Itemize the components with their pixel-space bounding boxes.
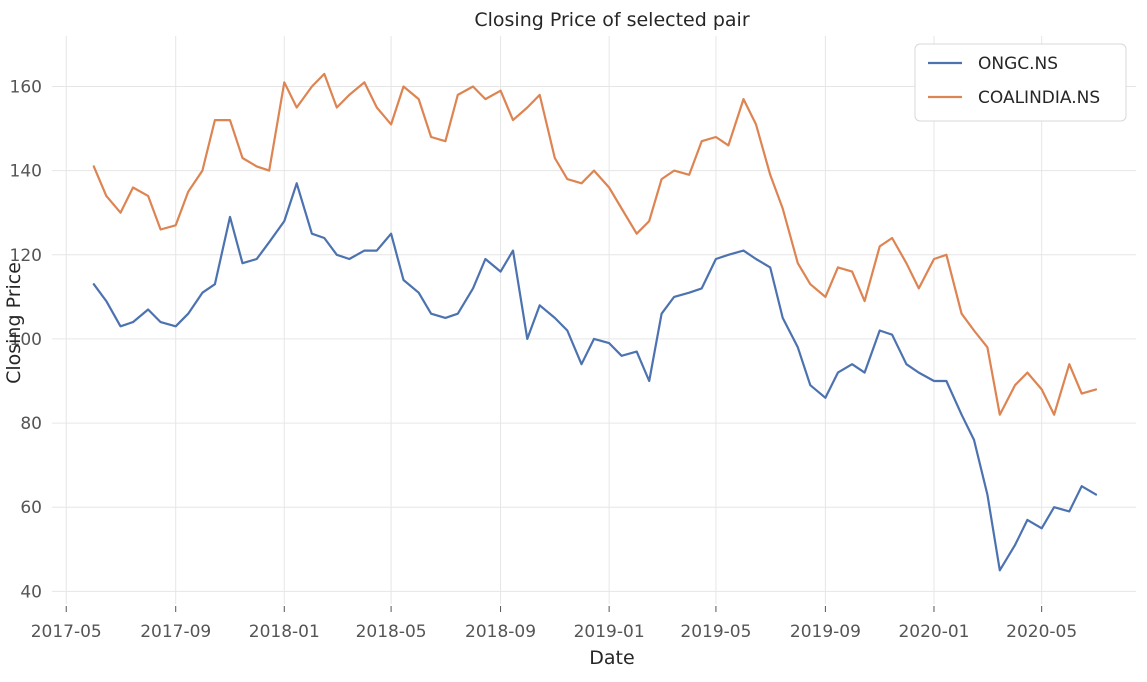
x-tick-label: 2019-01 — [574, 622, 645, 642]
x-tick-labels: 2017-05 2017-09 2018-01 2018-05 2018-09 2019-… — [31, 606, 1077, 642]
legend-label-coalindia: COALINDIA.NS — [978, 88, 1100, 108]
series-line-ongc-ns — [92, 182, 1098, 572]
x-tick-label: 2020-01 — [898, 622, 969, 642]
series-layer — [92, 72, 1098, 572]
chart-title: Closing Price of selected pair — [474, 9, 749, 31]
x-tick-label: 2017-09 — [140, 622, 211, 642]
y-tick-labels: 40 60 80 100 120 140 160 — [10, 77, 42, 602]
x-tick-label: 2018-01 — [249, 622, 320, 642]
x-tick-label: 2018-05 — [356, 622, 427, 642]
y-tick-label: 80 — [20, 414, 42, 434]
legend-label-ongc: ONGC.NS — [978, 54, 1058, 74]
series-line-coalindia-ns — [92, 72, 1098, 416]
x-tick-label: 2019-09 — [790, 622, 861, 642]
y-tick-label: 120 — [10, 246, 42, 266]
x-tick-label: 2020-05 — [1006, 622, 1077, 642]
y-tick-label: 160 — [10, 77, 42, 97]
y-axis-label: Closing Price — [3, 262, 25, 384]
y-tick-label: 140 — [10, 162, 42, 182]
y-tick-label: 60 — [20, 498, 42, 518]
legend-box — [914, 43, 1127, 122]
y-tick-label: 40 — [20, 582, 42, 602]
x-tick-label: 2019-05 — [680, 622, 751, 642]
legend: ONGC.NS COALINDIA.NS — [914, 43, 1127, 122]
x-axis-label: Date — [589, 647, 634, 669]
x-tick-label: 2018-09 — [465, 622, 536, 642]
x-tick-label: 2017-05 — [31, 622, 102, 642]
y-tick-label: 100 — [10, 330, 42, 350]
